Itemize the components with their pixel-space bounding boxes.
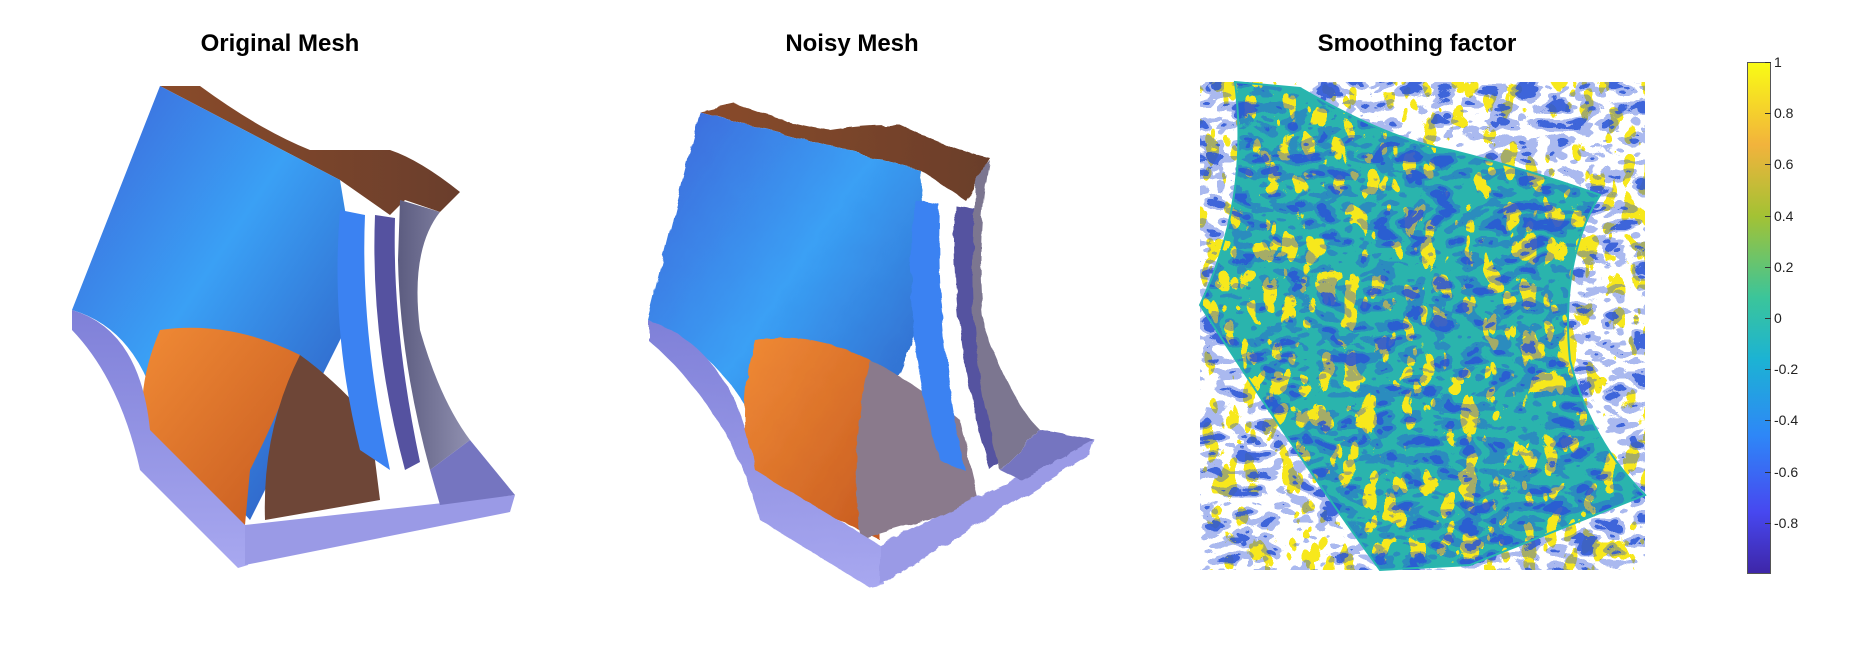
- colorbar-tick-mark: [1765, 266, 1771, 268]
- colorbar-tick-label: 0: [1774, 310, 1782, 326]
- original-mesh-title: Original Mesh: [200, 30, 360, 57]
- colorbar-tick-mark: [1765, 164, 1771, 166]
- original-mesh: [72, 86, 515, 568]
- colorbar-tick-label: -0.4: [1774, 412, 1799, 429]
- colorbar-tick-label: 0.4: [1774, 207, 1794, 224]
- colorbar-tick-label: 1: [1774, 54, 1782, 70]
- colorbar-tick-label: 0.8: [1774, 105, 1794, 122]
- colorbar-tick-mark: [1765, 215, 1771, 217]
- colorbar-tick-mark: [1765, 113, 1771, 115]
- colorbar-tick-label: 0.2: [1774, 258, 1794, 275]
- colorbar-tick-mark: [1765, 62, 1771, 63]
- colorbar-tick-mark: [1765, 420, 1771, 422]
- colorbar-tick-mark: [1765, 369, 1771, 371]
- colorbar-tick-mark: [1765, 522, 1771, 524]
- smoothing-factor-mesh: [1198, 80, 1647, 572]
- colorbar-tick-label: 0.6: [1774, 156, 1794, 173]
- colorbar-tick-label: -0.8: [1774, 514, 1799, 531]
- colorbar-tick-label: -0.6: [1774, 463, 1799, 480]
- colorbar-tick-mark: [1765, 318, 1771, 319]
- colorbar-tick-mark: [1765, 471, 1771, 473]
- smoothing-factor-title: Smoothing factor: [1317, 30, 1517, 57]
- noisy-mesh-title: Noisy Mesh: [785, 30, 919, 57]
- noisy-mesh: [648, 104, 1095, 588]
- colorbar-tick-label: -0.2: [1774, 361, 1799, 378]
